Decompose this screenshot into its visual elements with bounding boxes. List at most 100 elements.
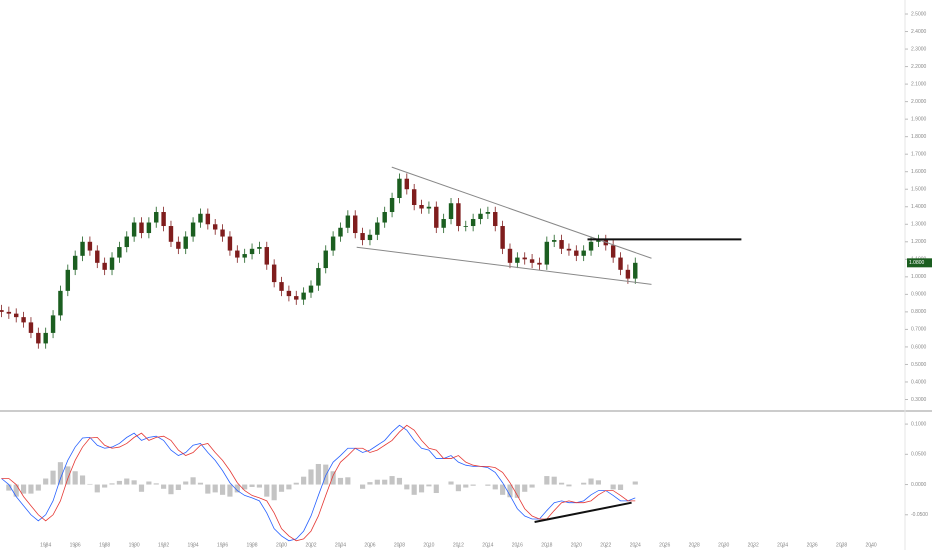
histogram-bar: [43, 478, 49, 485]
x-tick-label: 2018: [541, 542, 552, 548]
histogram-bar: [551, 476, 557, 485]
x-tick-label: 2020: [571, 542, 582, 548]
candle-body: [618, 257, 623, 270]
histogram-bar: [264, 484, 270, 497]
histogram-bar: [588, 478, 594, 485]
y-tick-label: 2.0000: [911, 99, 927, 105]
candle-body: [434, 206, 439, 228]
candle-body: [227, 236, 233, 251]
y-tick-label: 2.3000: [911, 46, 927, 52]
candle-body: [176, 241, 181, 249]
histogram-bar: [168, 484, 174, 495]
candle-body: [301, 292, 306, 300]
candle-body: [375, 222, 380, 235]
histogram-bar: [124, 478, 130, 485]
last-price-box: [907, 258, 932, 268]
histogram-bar: [28, 484, 34, 494]
candle-body: [190, 222, 196, 237]
histogram-bar: [102, 484, 108, 488]
histogram-bar: [500, 484, 506, 495]
histogram-bar: [323, 464, 329, 485]
candle-body: [493, 212, 498, 227]
histogram-bar: [617, 484, 624, 490]
candle-body: [507, 248, 513, 263]
histogram-bar: [286, 484, 292, 490]
histogram-bar: [610, 484, 616, 490]
candle-body: [72, 255, 78, 270]
histogram-bar: [50, 470, 56, 485]
candle-body: [198, 213, 203, 223]
histogram-bar: [146, 481, 152, 485]
histogram-bar: [463, 484, 469, 488]
candle-body: [559, 240, 564, 249]
x-tick-label: 1992: [158, 542, 169, 548]
y-tick-label: 0.5000: [911, 362, 927, 368]
histogram-bar: [404, 484, 410, 490]
histogram-bar: [492, 484, 498, 490]
histogram-bar: [87, 483, 93, 485]
y-tick-label: 0.6000: [911, 344, 927, 350]
x-tick-label: 2006: [364, 542, 375, 548]
histogram-bar: [330, 471, 336, 485]
histogram-bar: [301, 476, 307, 485]
candle-body: [0, 310, 4, 312]
histogram-bar: [227, 484, 233, 497]
x-tick-label: 1996: [217, 542, 228, 548]
histogram-bar: [153, 483, 159, 485]
candle-body: [515, 257, 520, 263]
histogram-bar: [57, 462, 64, 485]
candle-body: [257, 247, 262, 249]
candle-body: [500, 226, 505, 249]
candle-body: [522, 257, 527, 260]
y-tick-label: 1.7000: [911, 152, 927, 158]
histogram-bar: [308, 469, 314, 485]
y-tick-label: 2.4000: [911, 29, 927, 35]
candle-body: [566, 248, 572, 251]
candle-body: [249, 248, 255, 255]
candle-body: [50, 315, 56, 333]
y-tick-label: 0.7000: [911, 327, 927, 333]
candle-body: [610, 245, 616, 258]
candle-body: [308, 285, 314, 293]
candle-body: [574, 250, 579, 256]
candle-body: [161, 212, 166, 227]
candle-body: [330, 236, 336, 251]
x-tick-label: 2012: [453, 542, 464, 548]
candle-body: [426, 206, 432, 209]
candle-body: [389, 197, 395, 213]
x-tick-label: 2034: [777, 542, 788, 548]
histogram-bar: [544, 476, 550, 485]
candle-body: [529, 259, 535, 263]
x-tick-label: 2030: [718, 542, 729, 548]
candle-body: [411, 189, 417, 205]
candle-body: [95, 250, 100, 263]
histogram-bar: [72, 471, 78, 485]
x-tick-label: 2010: [423, 542, 434, 548]
y-tick-label: 1.5000: [911, 187, 927, 193]
histogram-bar: [315, 463, 321, 485]
candle-body: [588, 241, 594, 251]
candle-body: [448, 203, 454, 220]
x-tick-label: 1998: [246, 542, 257, 548]
candle-body: [485, 212, 491, 214]
y-tick-label: 2.5000: [911, 11, 927, 17]
histogram-bar: [79, 475, 86, 485]
candle-body: [537, 262, 542, 265]
x-tick-label: 2004: [335, 542, 346, 548]
y-tick-label: 0.3000: [911, 397, 927, 403]
histogram-bar: [278, 484, 285, 492]
candle-body: [117, 247, 122, 258]
x-tick-label: 1988: [99, 542, 110, 548]
histogram-bar: [433, 484, 439, 494]
candle-body: [212, 224, 218, 230]
x-tick-label: 1984: [40, 542, 51, 548]
x-tick-label: 2032: [748, 542, 759, 548]
candle-body: [441, 219, 446, 228]
histogram-bar: [94, 484, 100, 493]
candle-body: [124, 236, 129, 248]
candle-body: [205, 213, 211, 225]
candle-body: [14, 313, 19, 318]
candle-body: [146, 222, 152, 234]
histogram-bar: [411, 484, 417, 495]
candle-body: [551, 240, 557, 242]
